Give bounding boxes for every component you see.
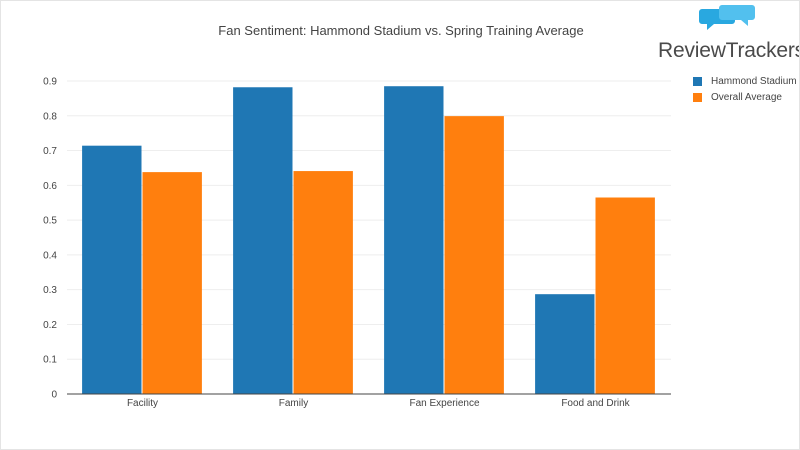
y-tick-label: 0.5 <box>43 216 57 227</box>
y-tick-label: 0 <box>51 390 57 401</box>
x-tick-label: Food and Drink <box>561 398 630 409</box>
reviewtrackers-logo: ReviewTrackers <box>656 3 799 63</box>
chart-title: Fan Sentiment: Hammond Stadium vs. Sprin… <box>218 23 584 38</box>
legend-swatch-hammond-stadium <box>693 76 702 86</box>
bar-hammond-stadium <box>233 87 293 394</box>
y-tick-label: 0.4 <box>43 250 57 261</box>
y-tick-label: 0.9 <box>43 77 57 88</box>
legend-label-hammond-stadium: Hammond Stadium <box>711 75 797 87</box>
y-tick-label: 0.6 <box>43 181 57 192</box>
logo-text: ReviewTrackers <box>658 39 800 62</box>
bar-hammond-stadium <box>82 145 142 394</box>
y-tick-label: 0.8 <box>43 111 57 122</box>
bar-hammond-stadium <box>384 86 444 394</box>
bar-overall-average <box>595 197 655 394</box>
y-tick-label: 0.3 <box>43 285 57 296</box>
bar-overall-average <box>142 172 202 394</box>
y-tick-label: 0.1 <box>43 355 57 366</box>
legend-label-overall-average: Overall Average <box>711 91 782 103</box>
bar-overall-average <box>444 116 504 395</box>
y-tick-label: 0.7 <box>43 146 57 157</box>
bar-hammond-stadium <box>535 294 595 394</box>
legend-item-hammond-stadium[interactable]: Hammond Stadium <box>693 73 797 89</box>
chat-bubbles-icon <box>699 5 755 30</box>
legend-swatch-overall-average <box>693 92 702 102</box>
legend: Hammond Stadium Overall Average <box>693 73 797 105</box>
x-tick-label: Facility <box>127 398 158 409</box>
legend-item-overall-average[interactable]: Overall Average <box>693 89 797 105</box>
x-tick-label: Fan Experience <box>409 398 479 409</box>
y-tick-label: 0.2 <box>43 320 57 331</box>
x-tick-label: Family <box>279 398 308 409</box>
bar-overall-average <box>293 171 353 394</box>
